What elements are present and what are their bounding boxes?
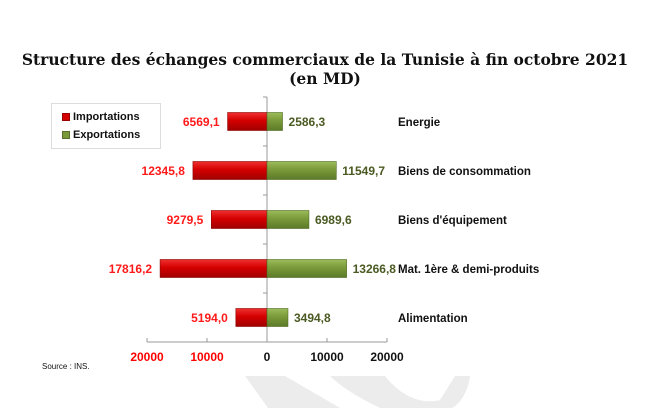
category-label: Biens de consommation [398,166,531,178]
data-label-importations: 5194,0 [191,311,228,325]
watermark-shape-left [245,376,340,408]
data-label-importations: 6569,1 [183,115,220,129]
bar-importations [211,210,268,229]
data-label-exportations: 2586,3 [289,115,326,129]
bar-exportations [266,210,310,229]
bar-exportations [266,259,347,278]
legend: Importations Exportations [51,103,161,149]
bar-importations [235,308,268,327]
chart-title: Structure des échanges commerciaux de la… [0,50,650,88]
legend-label-importations: Importations [73,111,140,123]
legend-item-importations: Importations [62,110,140,124]
data-label-importations: 9279,5 [167,213,204,227]
bar-exportations [266,308,289,327]
legend-swatch-exportations [62,131,70,139]
chart-title-main: Structure des échanges commerciaux de la… [21,50,629,69]
category-label: Mat. 1ère & demi-produits [398,264,539,276]
legend-label-exportations: Exportations [73,129,141,141]
data-label-importations: 17816,2 [109,262,153,276]
data-label-exportations: 11549,7 [342,164,385,178]
watermark-shape-right [330,376,470,408]
source-note: Source : INS. [42,362,90,371]
bar-importations [192,161,268,180]
data-label-exportations: 3494,8 [294,311,331,325]
legend-swatch-importations [62,113,70,121]
chart-subtitle: (en MD) [289,69,361,88]
data-label-importations: 12345,8 [142,164,186,178]
category-label: Biens d'équipement [398,215,507,227]
value-tick-label: 20000 [370,350,404,364]
data-label-exportations: 13266,8 [353,262,397,276]
legend-item-exportations: Exportations [62,128,140,142]
category-label: Alimentation [398,313,468,325]
data-label-exportations: 6989,6 [315,213,352,227]
bar-importations [227,112,268,131]
value-tick-label: 10000 [190,350,224,364]
bar-importations [159,259,268,278]
value-tick-label: 0 [264,350,271,364]
value-tick-label: 20000 [130,350,164,364]
category-label: Energie [398,117,440,129]
bar-exportations [266,112,283,131]
bar-exportations [266,161,337,180]
value-tick-label: 10000 [310,350,344,364]
